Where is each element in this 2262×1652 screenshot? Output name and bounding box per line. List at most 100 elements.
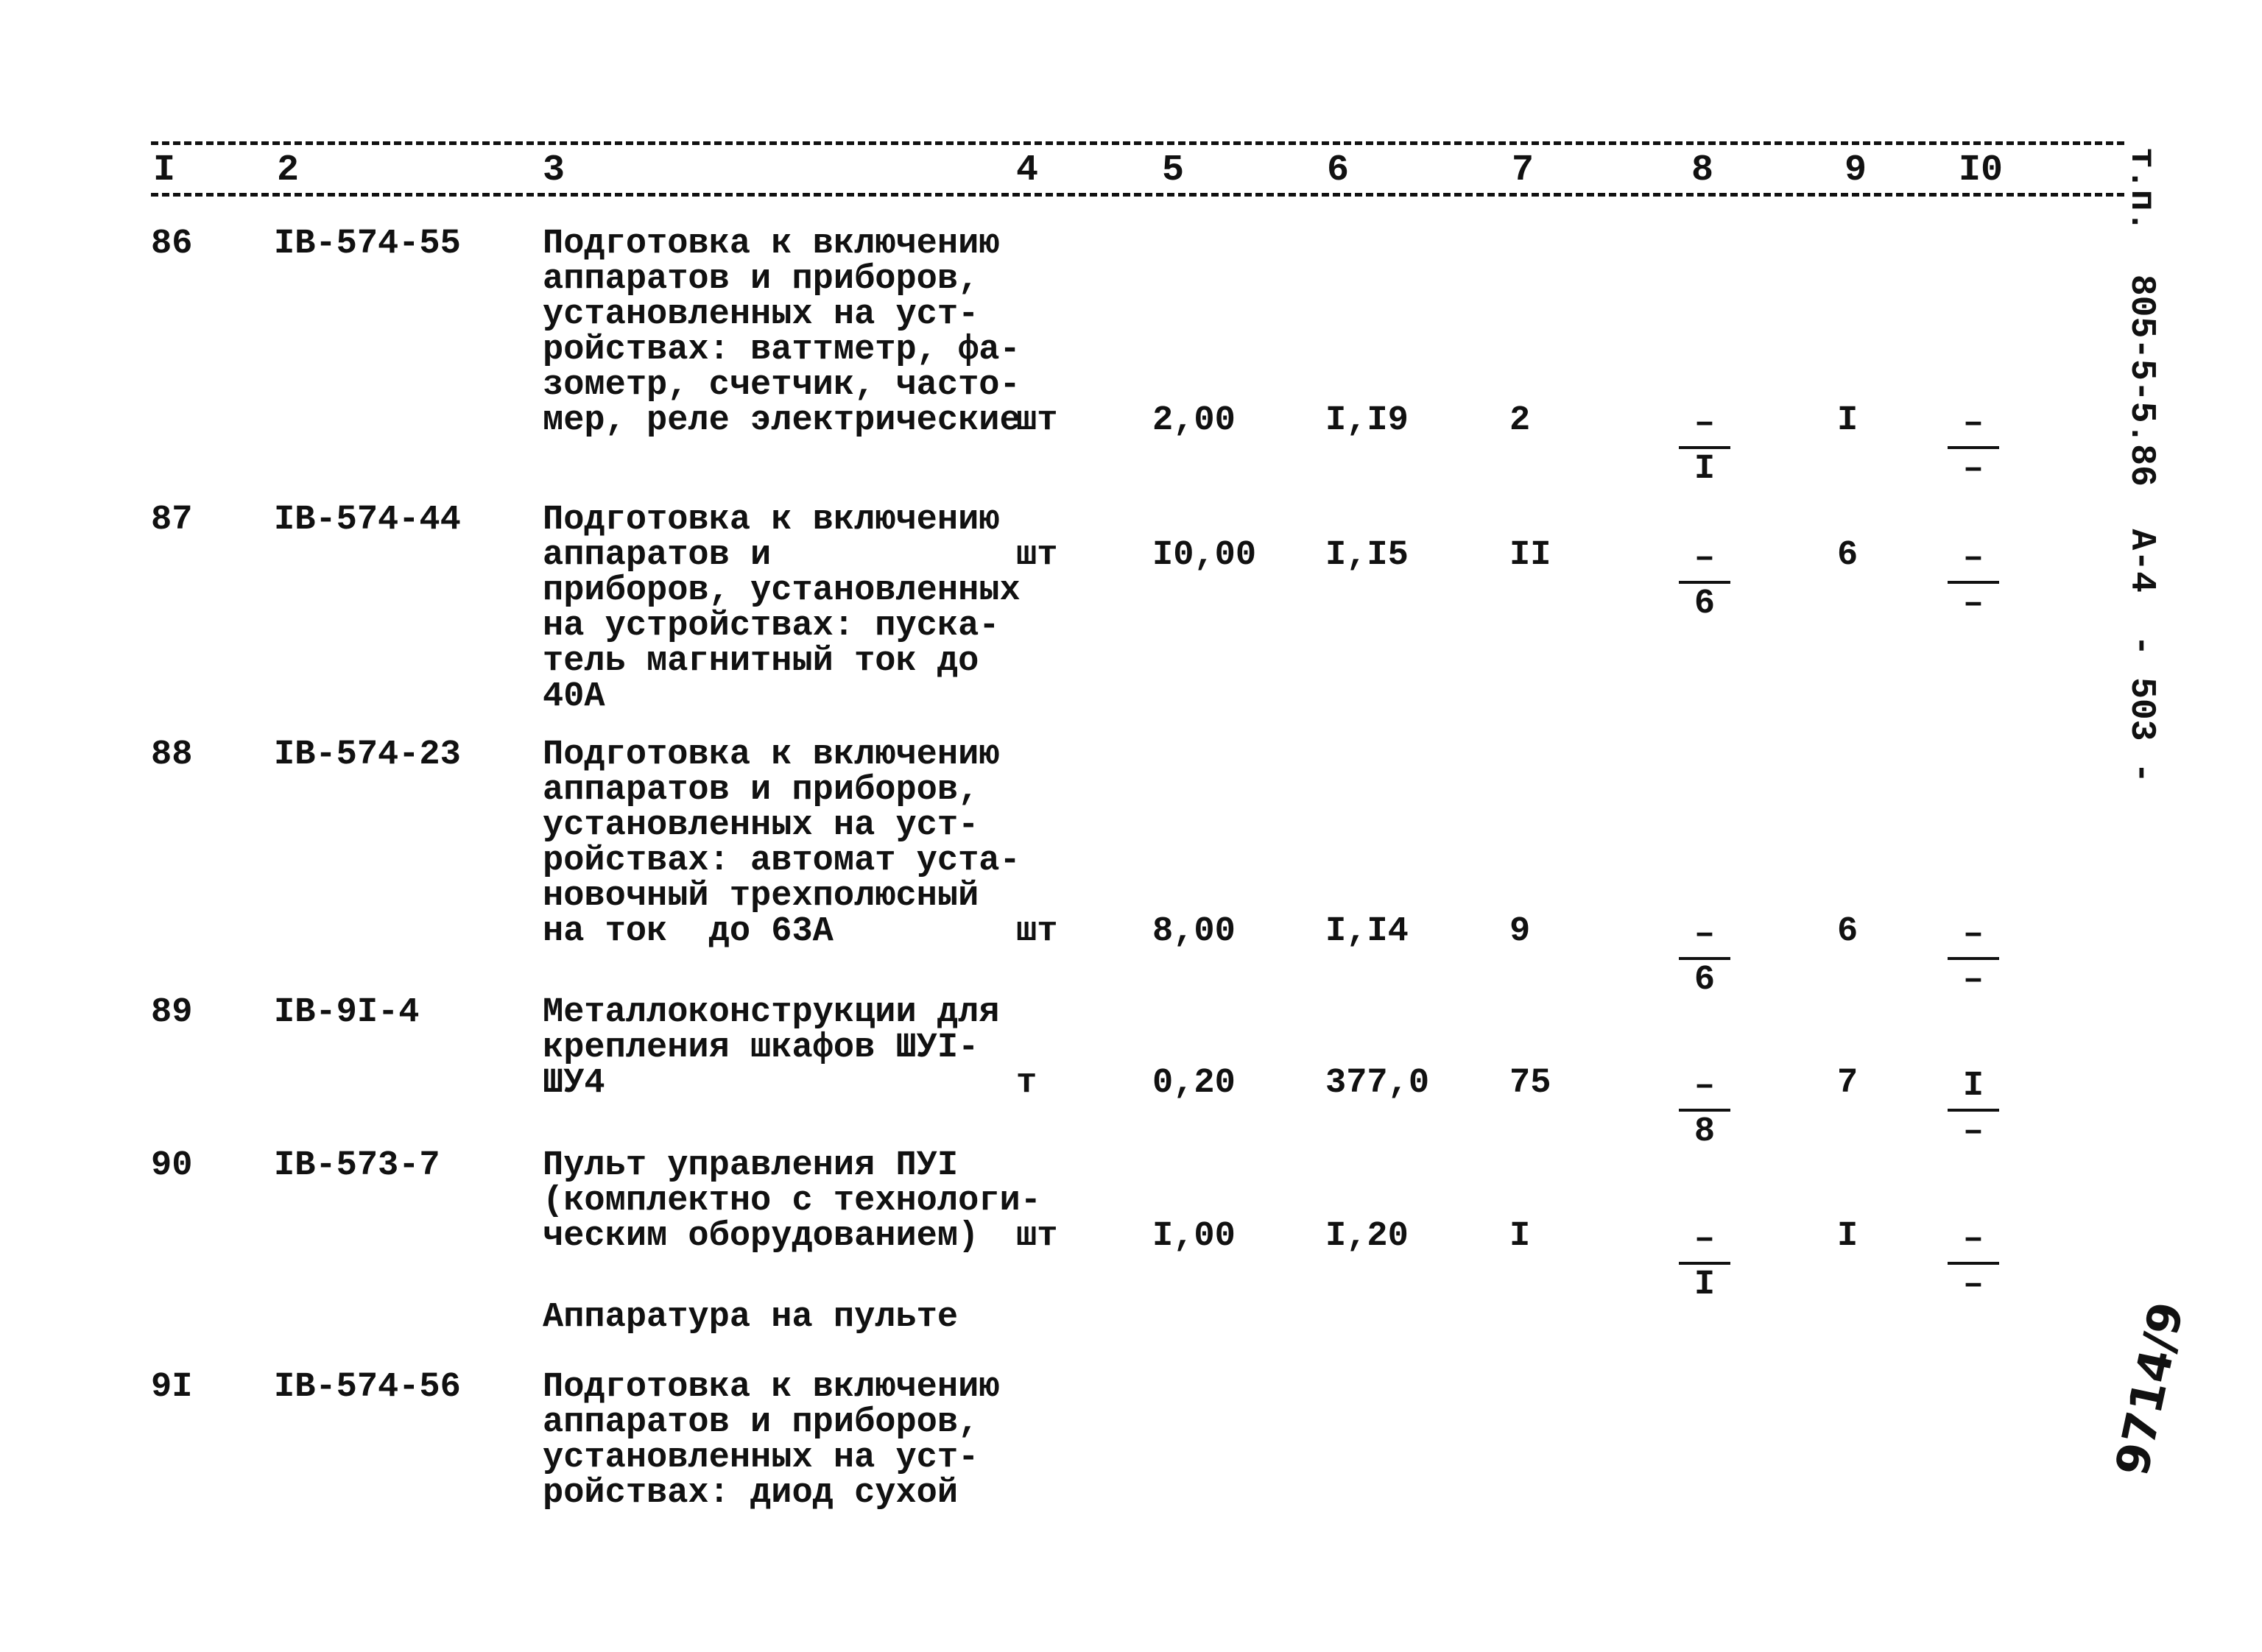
fraction-bottom: 6 <box>1694 961 1716 1000</box>
fraction-c10: I – <box>1948 1069 1999 1150</box>
fraction-bottom: 6 <box>1694 585 1716 624</box>
fraction-c10: – – <box>1948 406 1999 487</box>
col-header: 7 <box>1512 149 1535 191</box>
value-col9: 6 <box>1837 536 1858 575</box>
description-line: (комплектно с технологи- <box>543 1182 1041 1221</box>
row-number: 90 <box>151 1146 193 1185</box>
fraction-c10: – – <box>1948 1222 1999 1303</box>
fraction-bar <box>1948 957 1999 960</box>
description-line: зометр, счетчик, часто- <box>543 366 1021 405</box>
fraction-bottom: I <box>1694 450 1716 489</box>
col-header: 8 <box>1691 149 1714 191</box>
description-line: установленных на уст- <box>543 1439 979 1478</box>
value-col7: 75 <box>1509 1064 1551 1103</box>
fraction-bottom: – <box>1962 1112 1984 1151</box>
description-line: ройствах: ваттметр, фа- <box>543 331 1021 370</box>
value-col5: I0,00 <box>1152 536 1257 575</box>
fraction-bottom: – <box>1962 585 1984 624</box>
col-header: 4 <box>1016 149 1039 191</box>
row-number: 88 <box>151 735 193 774</box>
fraction-bar <box>1679 581 1730 584</box>
col-header: 6 <box>1327 149 1350 191</box>
value-col9: I <box>1837 1217 1858 1256</box>
description-line: аппаратов и <box>543 536 772 575</box>
col-header: 3 <box>543 149 566 191</box>
fraction-top: – <box>1694 404 1716 443</box>
value-col7: II <box>1509 536 1551 575</box>
value-col5: 8,00 <box>1152 912 1236 951</box>
value-col9: 6 <box>1837 912 1858 951</box>
row-code: IВ-574-55 <box>274 225 461 264</box>
description-line: крепления шкафов ШУI- <box>543 1028 979 1067</box>
col-header: I <box>153 149 176 191</box>
fraction-bottom: – <box>1962 450 1984 489</box>
row-number: 9I <box>151 1368 193 1407</box>
description-line: установленных на уст- <box>543 295 979 334</box>
value-col6: I,20 <box>1325 1217 1409 1256</box>
value-col7: 2 <box>1509 401 1531 440</box>
description-line: Пульт управления ПУI <box>543 1146 959 1185</box>
fraction-c8: – I <box>1679 1222 1730 1303</box>
description-line: новочный трехполюсный <box>543 877 979 916</box>
col-header: 9 <box>1845 149 1867 191</box>
fraction-top: – <box>1694 539 1716 578</box>
fraction-c10: – – <box>1948 541 1999 622</box>
description-line: 40А <box>543 677 605 716</box>
unit: шт <box>1016 536 1058 575</box>
handwritten-note: 9714/9 <box>2104 1297 2194 1480</box>
value-col7: I <box>1509 1217 1531 1256</box>
unit: шт <box>1016 401 1058 440</box>
description-line: Подготовка к включению <box>543 735 1000 774</box>
fraction-bottom: – <box>1962 961 1984 1000</box>
header-bottom-rule <box>151 193 2124 197</box>
fraction-c8: –6 <box>1679 541 1730 622</box>
fraction-bar <box>1679 1262 1730 1265</box>
value-col9: 7 <box>1837 1064 1858 1103</box>
unit: шт <box>1016 1217 1058 1256</box>
fraction-bottom: 8 <box>1694 1112 1716 1151</box>
description-line: Подготовка к включению <box>543 501 1000 540</box>
value-col6: I,I5 <box>1325 536 1409 575</box>
value-col5: 0,20 <box>1152 1064 1236 1103</box>
header-top-rule <box>151 141 2124 145</box>
description-line: аппаратов и приборов, <box>543 1403 979 1442</box>
row-code: IВ-574-44 <box>274 501 461 540</box>
fraction-bar <box>1948 1109 1999 1112</box>
description-line: тель магнитный ток до <box>543 642 979 681</box>
description-line: аппаратов и приборов, <box>543 771 979 810</box>
description-line: ройствах: автомат уста- <box>543 841 1021 880</box>
fraction-top: I <box>1962 1067 1984 1106</box>
row-code: IВ-9I-4 <box>274 993 420 1032</box>
value-col6: I,I9 <box>1325 401 1409 440</box>
description-line: ческим оборудованием) <box>543 1217 979 1256</box>
value-col6: I,I4 <box>1325 912 1409 951</box>
description-line: ройствах: диод сухой <box>543 1474 959 1513</box>
description-line: приборов, установленных <box>543 571 1021 610</box>
row-number: 86 <box>151 225 193 264</box>
unit: шт <box>1016 912 1058 951</box>
description-line: установленных на уст- <box>543 806 979 845</box>
fraction-bar <box>1948 581 1999 584</box>
fraction-top: – <box>1962 539 1984 578</box>
value-col5: I,00 <box>1152 1217 1236 1256</box>
fraction-top: – <box>1962 1220 1984 1259</box>
document-code-label: т.п. 805-5-5.86 А-4 - 503 - <box>2121 147 2161 784</box>
value-col7: 9 <box>1509 912 1531 951</box>
fraction-bar <box>1948 1262 1999 1265</box>
description-line: Подготовка к включению <box>543 225 1000 264</box>
row-number: 89 <box>151 993 193 1032</box>
col-header: 2 <box>277 149 300 191</box>
description-line: на устройствах: пуска- <box>543 607 1000 646</box>
description-line: Подготовка к включению <box>543 1368 1000 1407</box>
fraction-top: – <box>1694 1220 1716 1259</box>
row-code: IВ-574-23 <box>274 735 461 774</box>
fraction-c8: –6 <box>1679 917 1730 998</box>
value-col6: 377,0 <box>1325 1064 1430 1103</box>
unit: т <box>1016 1064 1037 1103</box>
description-line: ШУ4 <box>543 1064 605 1103</box>
row-number: 87 <box>151 501 193 540</box>
fraction-bar <box>1679 1109 1730 1112</box>
fraction-c10: – – <box>1948 917 1999 998</box>
value-col5: 2,00 <box>1152 401 1236 440</box>
fraction-bottom: – <box>1962 1266 1984 1305</box>
